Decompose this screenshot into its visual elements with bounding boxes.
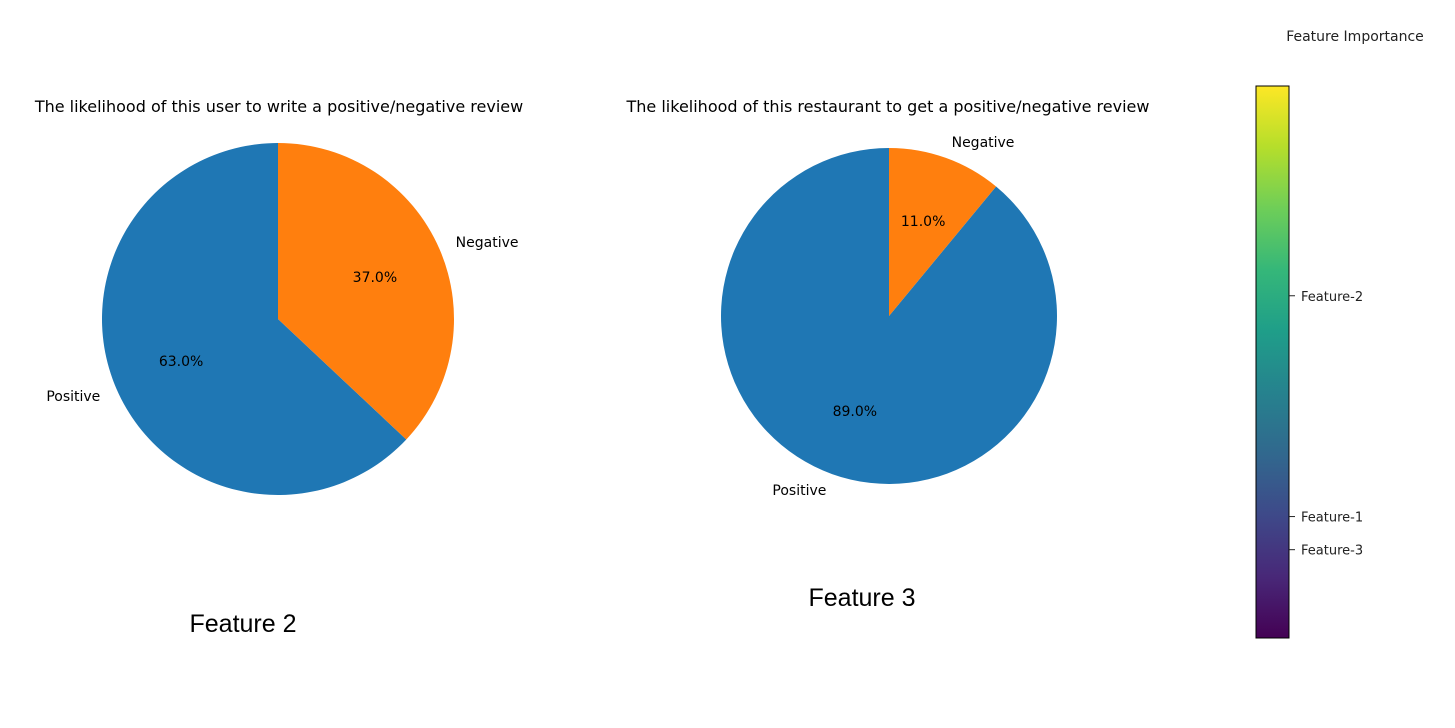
slice-percent-negative: 37.0% [353,270,397,286]
chart-caption: Feature 3 [808,584,915,612]
slice-percent-positive: 89.0% [833,404,877,420]
colorbar-tick-label: Feature-3 [1301,544,1363,559]
pie-slice-negative [889,148,997,316]
colorbar: Feature Importance Feature-2 Feature-1 Fea… [1255,29,1424,639]
slice-label-positive: Positive [46,389,100,405]
slice-label-negative: Negative [456,235,519,251]
chart-title: The likelihood of this user to write a p… [34,97,523,116]
chart-caption: Feature 2 [189,610,296,638]
pie-chart-user: The likelihood of this user to write a p… [34,97,523,638]
colorbar-gradient [1255,85,1290,639]
pie-chart-restaurant: The likelihood of this restaurant to get… [626,97,1150,612]
colorbar-title: Feature Importance [1286,29,1424,45]
slice-label-positive: Positive [772,483,826,499]
slice-percent-positive: 63.0% [159,354,203,370]
pie-slice-positive [102,143,407,496]
chart-title: The likelihood of this restaurant to get… [626,97,1150,116]
slice-label-negative: Negative [952,135,1015,151]
colorbar-tick-label: Feature-2 [1301,290,1363,305]
colorbar-tick-label: Feature-1 [1301,511,1363,526]
slice-percent-negative: 11.0% [901,214,945,230]
pie-slice-negative [278,143,454,440]
